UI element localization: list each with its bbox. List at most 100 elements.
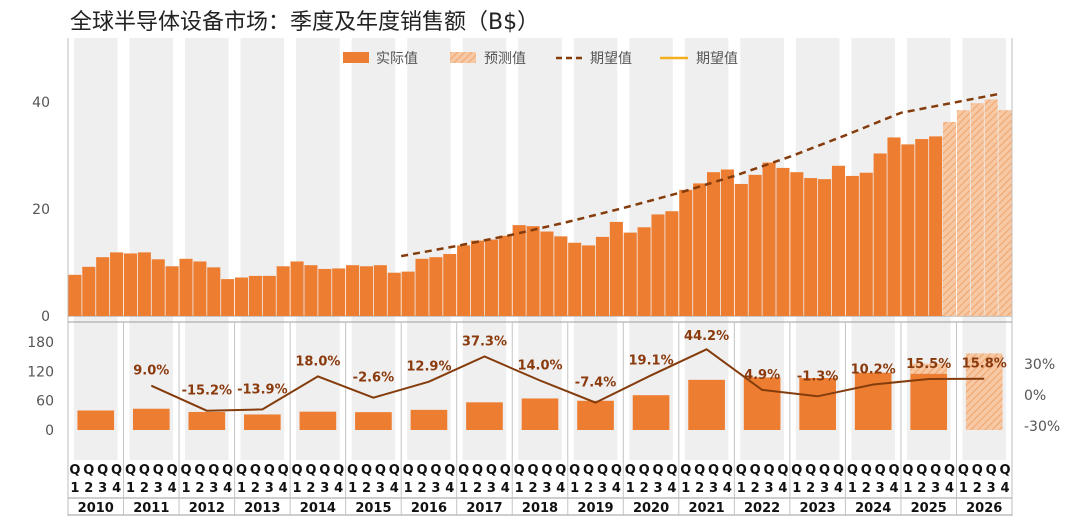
quarter-number: 1 [515,481,524,496]
year-band-2013 [240,38,285,460]
legend-swatch-forecast [450,52,476,63]
annual-bar-forecast-cap-2025 [910,363,948,374]
bar-actual-2016-Q4 [443,253,457,316]
year-label-2020: 2020 [633,501,669,516]
year-label-2011: 2011 [133,501,169,516]
annual-bar-2022 [743,377,781,430]
quarter-letter: Q [333,463,344,478]
quarter-letter: Q [666,463,677,478]
bar-actual-2013-Q4 [276,266,290,316]
quarter-number: 2 [195,481,204,496]
quarter-letter: Q [416,463,427,478]
quarterly-y-tick: 0 [41,309,50,325]
year-label-2010: 2010 [78,501,114,516]
bar-actual-2023-Q4 [831,165,846,316]
quarter-letter: Q [111,463,122,478]
annual-bar-2019 [577,400,614,430]
quarter-number: 3 [265,481,274,496]
year-label-2025: 2025 [911,501,947,516]
bar-actual-2011-Q1 [123,253,138,316]
quarter-letter: Q [97,463,108,478]
growth-label-2019: -7.4% [575,376,616,391]
bar-actual-2013-Q1 [234,277,249,316]
quarter-number: 4 [723,481,732,496]
bar-actual-2017-Q2 [470,240,485,316]
bar-actual-2016-Q3 [429,257,443,316]
bar-actual-2020-Q2 [637,227,651,316]
quarter-number: 3 [98,481,107,496]
bar-actual-2025-Q3 [929,136,943,316]
quarter-number: 2 [695,481,704,496]
bar-actual-2018-Q1 [512,225,526,316]
quarter-letter: Q [430,463,441,478]
quarter-number: 2 [251,481,260,496]
bar-actual-2020-Q3 [651,214,665,316]
quarter-number: 3 [987,481,996,496]
annual-y-tick-left: 120 [27,364,54,380]
quarter-number: 2 [584,481,593,496]
bar-forecast-2026-Q2 [970,103,984,316]
bar-actual-2016-Q2 [415,258,429,316]
quarter-letter: Q [986,463,997,478]
quarter-number: 1 [237,481,246,496]
bar-actual-2019-Q1 [568,242,582,316]
quarter-number: 4 [556,481,565,496]
quarter-number: 4 [834,481,843,496]
bar-forecast-2025-Q4 [942,121,957,316]
bar-actual-2018-Q4 [554,236,568,316]
quarter-letter: Q [764,463,775,478]
quarter-letter: Q [514,463,525,478]
bar-actual-2012-Q3 [207,267,221,316]
quarter-letter: Q [736,463,747,478]
quarter-letter: Q [916,463,927,478]
growth-label-2012: -15.2% [182,384,233,399]
quarter-letter: Q [500,463,511,478]
bar-actual-2023-Q1 [790,172,804,316]
annual-y-tick-right: 30% [1024,357,1055,373]
quarter-letter: Q [861,463,872,478]
bar-actual-2015-Q1 [346,265,360,316]
quarter-letter: Q [139,463,150,478]
quarter-number: 2 [140,481,149,496]
quarter-labels: Q1Q2Q3Q4Q1Q2Q3Q4Q1Q2Q3Q4Q1Q2Q3Q4Q1Q2Q3Q4… [69,463,1010,496]
quarter-number: 4 [334,481,343,496]
bar-actual-2021-Q2 [693,183,707,316]
bar-actual-2010-Q4 [110,252,124,316]
annual-bar-2021 [688,379,725,430]
quarter-letter: Q [403,463,414,478]
quarter-number: 2 [806,481,815,496]
quarter-letter: Q [625,463,636,478]
quarter-number: 4 [667,481,676,496]
quarter-number: 1 [404,481,413,496]
year-labels: 2010 2011 2012 2013 2014 2015 2016 2017 2018 2019… [78,501,1003,516]
annual-bar-2015 [355,412,392,430]
bar-actual-2018-Q2 [526,226,540,316]
quarter-number: 4 [112,481,121,496]
annual-bar-2024 [854,372,892,430]
growth-label-2015: -2.6% [353,371,394,386]
annual-y-tick-left: 180 [27,335,54,351]
growth-label-2011: 9.0% [133,364,169,379]
growth-label-2017: 37.3% [462,334,507,349]
bar-actual-2010-Q3 [96,257,110,316]
growth-label-2023: -1.3% [797,369,838,384]
quarter-number: 1 [903,481,912,496]
bar-actual-2011-Q2 [137,252,151,316]
bar-actual-2014-Q3 [318,268,332,316]
quarter-number: 2 [306,481,315,496]
annual-bar-2023 [799,378,836,430]
legend-label-trend: 期望值 [590,51,632,67]
bar-actual-2020-Q1 [623,232,637,316]
annual-y-tick-left: 0 [45,423,54,439]
quarter-number: 3 [820,481,829,496]
year-label-2026: 2026 [966,501,1002,516]
bar-actual-2014-Q2 [304,265,318,316]
quarter-number: 2 [473,481,482,496]
bar-actual-2022-Q3 [762,162,776,316]
quarter-letter: Q [444,463,455,478]
quarter-letter: Q [319,463,330,478]
quarter-number: 3 [320,481,329,496]
quarter-letter: Q [819,463,830,478]
quarter-letter: Q [208,463,219,478]
